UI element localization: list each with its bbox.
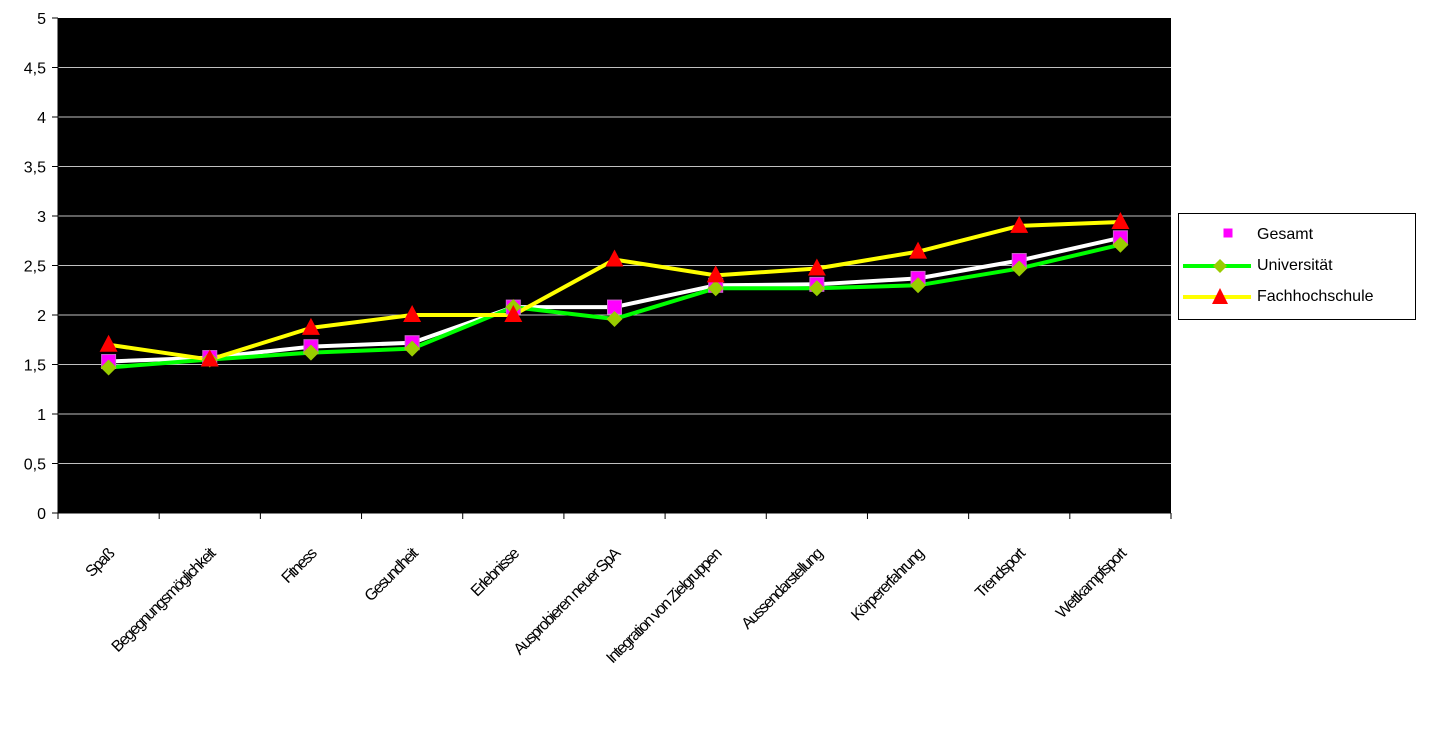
legend-label: Universität (1257, 257, 1333, 274)
data-point-diamond (808, 280, 825, 297)
y-axis: 0 0,5 1 1,5 2 2,5 3 3,5 4 4,5 5 (24, 11, 59, 523)
data-point-diamond (707, 280, 724, 297)
data-point-triangle (909, 241, 928, 259)
legend: Gesamt Universität Fachhochschule (1178, 213, 1416, 320)
x-tick-label: Gesundheit (362, 544, 423, 605)
legend-label: Gesamt (1257, 226, 1314, 243)
legend-label: Fachhochschule (1257, 288, 1374, 305)
y-tick-label: 4,5 (24, 61, 46, 78)
data-point-diamond (606, 310, 623, 327)
x-tick-label: Erlebnisse (468, 545, 523, 600)
data-point-diamond (100, 359, 117, 376)
gridlines (58, 67, 1171, 464)
y-tick-label: 1,5 (24, 358, 46, 375)
x-tick-label: Aussendarstellung (739, 545, 826, 632)
series-group (99, 211, 1130, 376)
data-point-triangle (403, 305, 422, 322)
y-tick-label: 1 (37, 407, 46, 424)
x-tick-label: Begegnungsmöglichkeit (109, 544, 220, 655)
y-tick-label: 4 (37, 110, 46, 127)
legend-marker-diamond-icon (1183, 259, 1251, 273)
data-point-triangle (605, 249, 624, 267)
legend-item-universitaet: Universität (1179, 251, 1415, 281)
data-point-triangle (1010, 215, 1029, 233)
y-tick-label: 3 (37, 209, 46, 226)
data-point-triangle (99, 334, 118, 352)
x-tick-label: Körpererfahrung (848, 545, 927, 624)
x-tick-label: Integration von Zielgruppen (603, 545, 725, 667)
data-point-diamond (910, 277, 927, 294)
y-tick-label: 2,5 (24, 259, 46, 276)
legend-marker-triangle-icon (1183, 288, 1251, 304)
data-point-triangle (504, 305, 523, 322)
data-point-triangle (200, 349, 219, 367)
data-point-diamond (404, 340, 421, 357)
legend-item-gesamt: Gesamt (1179, 220, 1415, 250)
y-tick-label: 0 (37, 506, 46, 523)
x-tick-label: Wettkampfsport (1053, 544, 1131, 622)
data-point-diamond (1011, 260, 1028, 277)
data-point-triangle (301, 317, 320, 335)
x-tick-label: Ausprobieren neuer SpA (511, 545, 625, 659)
x-tick-label: Spaß (83, 545, 119, 581)
y-tick-label: 5 (37, 11, 46, 28)
data-point-diamond (302, 344, 319, 361)
y-tick-label: 2 (37, 308, 46, 325)
x-tick-label: Trendsport (972, 544, 1029, 601)
legend-marker-square-icon (1223, 228, 1233, 238)
data-point-triangle (1111, 211, 1130, 229)
legend-item-fachhochschule: Fachhochschule (1179, 282, 1415, 312)
data-point-diamond (1112, 236, 1129, 253)
data-point-triangle (807, 258, 826, 276)
x-tick-label: Fitness (279, 545, 321, 587)
y-tick-label: 0,5 (24, 457, 46, 474)
data-point-triangle (706, 265, 725, 283)
y-tick-label: 3,5 (24, 160, 46, 177)
